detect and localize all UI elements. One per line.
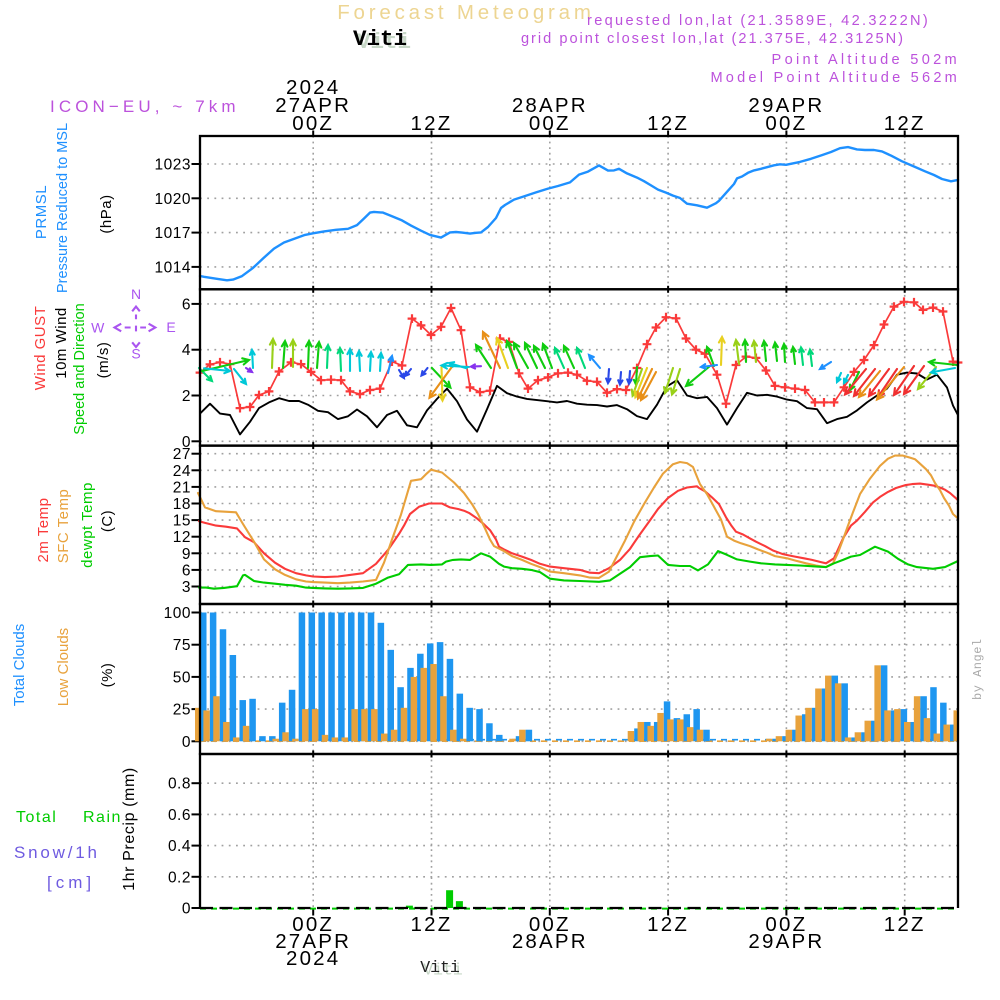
svg-text:2m Temp: 2m Temp (35, 498, 52, 563)
svg-text:00Z: 00Z (765, 913, 807, 936)
svg-text:Viti: Viti (423, 961, 463, 980)
svg-text:0.2: 0.2 (168, 869, 191, 886)
svg-text:28APR: 28APR (512, 94, 588, 117)
svg-text:Viti: Viti (353, 26, 407, 52)
svg-text:1020: 1020 (155, 191, 191, 208)
svg-text:Pressure Reduced to MSL: Pressure Reduced to MSL (55, 123, 71, 293)
svg-text:S: S (131, 346, 140, 362)
svg-text:4: 4 (182, 342, 191, 359)
svg-text:0: 0 (182, 434, 191, 451)
svg-text:2: 2 (182, 388, 191, 405)
svg-text:Forecast Meteogram: Forecast Meteogram (337, 1, 595, 24)
svg-text:00Z: 00Z (292, 112, 334, 135)
svg-text:12Z: 12Z (647, 112, 689, 135)
svg-text:PRMSL: PRMSL (33, 185, 50, 239)
svg-text:00Z: 00Z (765, 112, 807, 135)
svg-text:by Angel: by Angel (971, 638, 985, 700)
svg-text:SFC Temp: SFC Temp (55, 489, 72, 564)
svg-text:Point Altitude 502m: Point Altitude 502m (772, 52, 960, 68)
svg-text:00Z: 00Z (529, 913, 571, 936)
svg-text:24: 24 (173, 463, 191, 480)
svg-text:9: 9 (182, 546, 191, 563)
svg-text:12Z: 12Z (884, 112, 926, 135)
svg-text:27APR: 27APR (275, 930, 351, 953)
svg-text:12Z: 12Z (884, 913, 926, 936)
svg-text:00Z: 00Z (529, 112, 571, 135)
svg-text:Viti: Viti (357, 29, 411, 55)
svg-text:0: 0 (182, 734, 191, 751)
svg-text:27: 27 (173, 446, 191, 463)
svg-text:6: 6 (182, 562, 191, 579)
svg-text:Speed and Direction: Speed and Direction (72, 303, 88, 434)
svg-text:Total Clouds: Total Clouds (11, 624, 28, 707)
svg-text:[cm]: [cm] (47, 873, 95, 892)
svg-text:E: E (166, 319, 175, 335)
svg-text:W: W (91, 320, 105, 336)
svg-text:(%): (%) (99, 663, 116, 688)
svg-text:(hPa): (hPa) (98, 194, 115, 233)
svg-text:12Z: 12Z (647, 913, 689, 936)
svg-text:10m Wind: 10m Wind (53, 307, 70, 379)
svg-text:(m/s): (m/s) (95, 342, 112, 379)
svg-text:1017: 1017 (155, 225, 191, 242)
svg-text:0: 0 (182, 901, 191, 918)
svg-text:25: 25 (173, 702, 191, 719)
svg-text:2024: 2024 (286, 947, 340, 970)
svg-text:Total: Total (16, 809, 57, 826)
svg-text:12Z: 12Z (411, 913, 453, 936)
svg-text:(C): (C) (99, 510, 116, 532)
svg-text:Snow/1h: Snow/1h (14, 843, 100, 862)
svg-text:12Z: 12Z (411, 112, 453, 135)
svg-text:15: 15 (173, 513, 191, 530)
svg-text:0.4: 0.4 (168, 838, 191, 855)
svg-text:100: 100 (164, 605, 191, 622)
svg-text:1hr Precip (mm): 1hr Precip (mm) (121, 767, 138, 891)
svg-text:00Z: 00Z (292, 913, 334, 936)
svg-text:18: 18 (173, 496, 191, 513)
svg-text:21: 21 (173, 479, 191, 496)
svg-text:1023: 1023 (155, 157, 191, 174)
svg-text:Low Clouds: Low Clouds (55, 628, 72, 706)
svg-text:6: 6 (182, 296, 191, 313)
svg-text:27APR: 27APR (275, 94, 351, 117)
svg-text:dewpt Temp: dewpt Temp (79, 482, 96, 568)
svg-text:grid point closest lon,lat (21: grid point closest lon,lat (21.375E, 42.… (521, 31, 905, 47)
svg-text:Model Point Altitude 562m: Model Point Altitude 562m (710, 70, 960, 86)
svg-text:2024: 2024 (286, 76, 340, 99)
svg-text:29APR: 29APR (748, 930, 824, 953)
svg-text:Viti: Viti (420, 958, 460, 977)
svg-text:12: 12 (173, 529, 191, 546)
svg-text:requested lon,lat (21.3589E, 4: requested lon,lat (21.3589E, 42.3222N) (587, 13, 930, 29)
svg-text:29APR: 29APR (748, 94, 824, 117)
svg-text:0.6: 0.6 (168, 807, 191, 824)
svg-text:0.8: 0.8 (168, 776, 191, 793)
svg-text:3: 3 (182, 579, 191, 596)
svg-text:N: N (131, 286, 141, 302)
svg-text:75: 75 (173, 637, 191, 654)
svg-text:Wind GUST: Wind GUST (32, 306, 49, 391)
svg-text:28APR: 28APR (512, 930, 588, 953)
svg-text:1014: 1014 (155, 259, 191, 276)
svg-text:Rain: Rain (83, 809, 122, 826)
svg-text:50: 50 (173, 669, 191, 686)
svg-text:ICON−EU, ~ 7km: ICON−EU, ~ 7km (50, 97, 240, 116)
